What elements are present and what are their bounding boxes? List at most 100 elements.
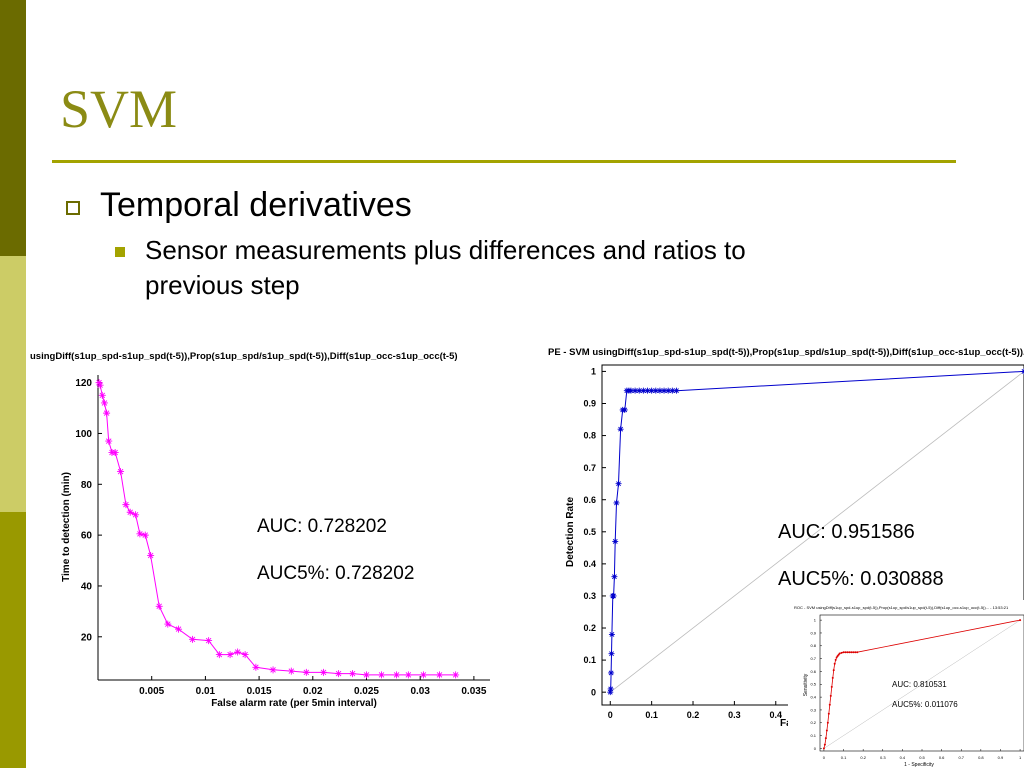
c3-data-point bbox=[846, 651, 849, 654]
c3-data-point bbox=[850, 651, 853, 654]
c2-data-point bbox=[610, 592, 617, 599]
c1-x-tick-label: 0.015 bbox=[247, 686, 272, 697]
c1-data-point bbox=[98, 391, 106, 399]
c2-data-point bbox=[661, 387, 668, 394]
c1-data-point bbox=[252, 663, 260, 671]
chart1-auc5: AUC5%: 0.728202 bbox=[257, 563, 414, 584]
chart1-x-label: False alarm rate (per 5min interval) bbox=[211, 698, 377, 709]
chart2-diagonal-line bbox=[610, 371, 1024, 693]
c2-data-point bbox=[665, 387, 672, 394]
c1-data-point bbox=[302, 668, 310, 676]
hollow-square-bullet-icon bbox=[66, 201, 80, 215]
c2-data-point bbox=[608, 650, 615, 657]
c3-x-tick-label: 0.4 bbox=[900, 755, 906, 760]
c1-x-tick-label: 0.025 bbox=[354, 686, 379, 697]
detection-rate-chart: PE - SVM usingDiff(s1up_spd-s1up_spd(t-5… bbox=[548, 347, 1024, 729]
c3-data-point bbox=[822, 747, 825, 750]
c2-data-point bbox=[607, 685, 614, 692]
chart2-auc: AUC: 0.951586 bbox=[778, 521, 915, 543]
c2-data-point bbox=[669, 387, 676, 394]
c2-y-tick-label: 0.7 bbox=[583, 463, 596, 473]
c1-data-point bbox=[436, 671, 444, 679]
c1-data-point bbox=[147, 551, 155, 559]
left-stripe-dark bbox=[0, 0, 26, 256]
c1-data-point bbox=[393, 671, 401, 679]
c2-y-tick-label: 0.1 bbox=[583, 655, 596, 665]
c1-data-point bbox=[103, 409, 111, 417]
c3-x-tick-label: 0.1 bbox=[841, 755, 847, 760]
c2-data-point bbox=[613, 499, 620, 506]
c2-data-point bbox=[607, 689, 614, 696]
c1-data-point bbox=[155, 602, 163, 610]
c3-data-point bbox=[826, 721, 829, 724]
c1-data-point bbox=[117, 468, 125, 476]
c2-y-tick-label: 0.5 bbox=[583, 527, 596, 537]
c3-data-point bbox=[831, 676, 834, 679]
c3-y-tick-label: 0.7 bbox=[810, 656, 816, 661]
c1-x-tick-label: 0.01 bbox=[196, 686, 216, 697]
c3-y-tick-label: 0.3 bbox=[810, 707, 816, 712]
c3-data-point bbox=[854, 651, 857, 654]
c2-data-point bbox=[644, 387, 651, 394]
chart3-background bbox=[788, 600, 1024, 768]
c3-y-tick-label: 0.9 bbox=[810, 630, 816, 635]
c2-data-point bbox=[636, 387, 643, 394]
c3-x-tick-label: 0.5 bbox=[919, 755, 925, 760]
c2-x-tick-label: 0.1 bbox=[645, 710, 658, 720]
c3-data-point bbox=[823, 743, 826, 746]
c1-y-tick-label: 80 bbox=[81, 480, 93, 491]
chart1-title: usingDiff(s1up_spd-s1up_spd(t-5)),Prop(s… bbox=[30, 351, 458, 362]
c1-data-point bbox=[205, 637, 213, 645]
c1-x-tick-label: 0.02 bbox=[303, 686, 323, 697]
c2-data-point bbox=[615, 480, 622, 487]
c1-data-point bbox=[269, 666, 277, 674]
c3-x-tick-label: 0.7 bbox=[958, 755, 964, 760]
c2-data-point bbox=[640, 387, 647, 394]
c3-data-point bbox=[848, 651, 851, 654]
c3-data-point bbox=[827, 712, 830, 715]
c3-y-tick-label: 0.8 bbox=[810, 643, 816, 648]
c1-data-point bbox=[100, 399, 108, 407]
c2-data-point bbox=[632, 387, 639, 394]
c3-x-tick-label: 0.2 bbox=[860, 755, 866, 760]
c2-x-tick-label: 0.3 bbox=[728, 710, 741, 720]
c2-y-tick-label: 0 bbox=[591, 687, 596, 697]
c3-data-point bbox=[856, 651, 859, 654]
c1-data-point bbox=[215, 651, 223, 659]
c1-data-point bbox=[452, 671, 460, 679]
c1-data-point bbox=[175, 625, 183, 633]
c2-data-point bbox=[673, 387, 680, 394]
c1-y-tick-label: 100 bbox=[75, 429, 92, 440]
c1-data-point bbox=[132, 511, 140, 519]
c1-y-tick-label: 40 bbox=[81, 581, 93, 592]
time-to-detection-chart: usingDiff(s1up_spd-s1up_spd(t-5)),Prop(s… bbox=[30, 351, 490, 709]
c2-data-point bbox=[621, 406, 628, 413]
c1-data-point bbox=[105, 437, 113, 445]
c3-x-tick-label: 0 bbox=[823, 755, 826, 760]
c2-data-point bbox=[617, 426, 624, 433]
c1-data-point bbox=[320, 668, 328, 676]
c3-data-point bbox=[834, 658, 837, 661]
c3-data-point bbox=[830, 685, 833, 688]
chart3-auc: AUC: 0.810531 bbox=[892, 680, 947, 689]
chart1-y-label: Time to detection (min) bbox=[61, 472, 72, 582]
bullet-temporal-derivatives: Temporal derivatives bbox=[100, 186, 412, 224]
c2-y-tick-label: 0.4 bbox=[583, 559, 596, 569]
c1-data-point bbox=[126, 508, 134, 516]
roc-inset-chart: ROC - SVM usingDiff(s1up_spd-s1up_spd(t-… bbox=[788, 600, 1024, 768]
c3-data-point bbox=[842, 651, 845, 654]
chart3-y-label: Sensitivity bbox=[803, 673, 809, 696]
c1-x-tick-label: 0.035 bbox=[461, 686, 486, 697]
c3-data-point bbox=[824, 737, 827, 740]
c3-x-tick-label: 0.6 bbox=[939, 755, 945, 760]
c2-y-tick-label: 0.2 bbox=[583, 623, 596, 633]
c2-x-tick-label: 0.2 bbox=[687, 710, 700, 720]
title-divider bbox=[52, 160, 956, 163]
c2-data-point bbox=[656, 387, 663, 394]
c3-data-point bbox=[1019, 619, 1022, 622]
c1-y-tick-label: 120 bbox=[75, 378, 92, 389]
c3-data-point bbox=[833, 662, 836, 665]
c1-y-tick-label: 20 bbox=[81, 632, 93, 643]
c3-x-tick-label: 0.3 bbox=[880, 755, 886, 760]
c1-data-point bbox=[96, 381, 104, 389]
